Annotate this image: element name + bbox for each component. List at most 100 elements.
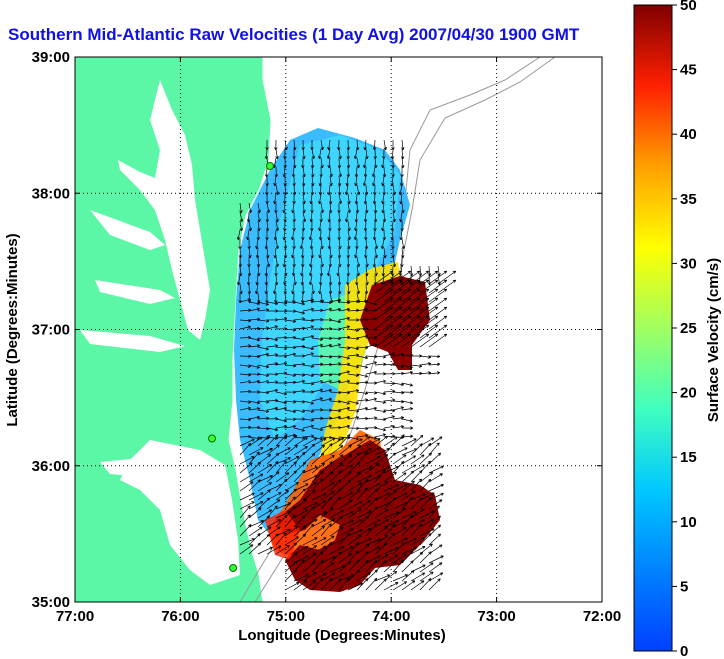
- velocity-arrow: [329, 362, 342, 366]
- velocity-arrow: [320, 256, 324, 268]
- velocity-arrow: [356, 364, 368, 369]
- velocity-arrow: [365, 148, 369, 160]
- velocity-arrow: [365, 559, 378, 573]
- velocity-arrow: [275, 457, 291, 465]
- velocity-arrow: [419, 288, 439, 303]
- velocity-arrow: [300, 265, 304, 277]
- velocity-arrow: [246, 229, 250, 241]
- velocity-arrow: [374, 578, 387, 591]
- velocity-arrow: [419, 355, 432, 359]
- velocity-arrow: [392, 333, 412, 348]
- velocity-arrow: [308, 274, 313, 286]
- velocity-arrow: [257, 346, 269, 351]
- velocity-arrow: [329, 551, 342, 564]
- velocity-arrow: [401, 560, 414, 573]
- velocity-arrow: [273, 175, 277, 187]
- velocity-arrow: [383, 270, 403, 285]
- velocity-arrow: [374, 238, 379, 250]
- velocity-arrow: [392, 542, 405, 555]
- velocity-arrow: [302, 553, 317, 564]
- velocity-arrow: [248, 400, 261, 405]
- velocity-arrow: [365, 202, 369, 214]
- velocity-arrow: [365, 265, 369, 277]
- velocity-arrow: [428, 555, 444, 564]
- velocity-arrow: [401, 288, 421, 303]
- velocity-arrow: [311, 343, 324, 348]
- velocity-arrow: [309, 211, 313, 223]
- map-grid: [75, 57, 602, 602]
- velocity-arrow: [410, 508, 425, 519]
- velocity-arrow: [365, 482, 381, 492]
- velocity-arrow: [266, 471, 280, 483]
- velocity-arrow: [302, 474, 318, 483]
- velocity-arrow: [347, 582, 363, 591]
- velocity-arrow: [401, 426, 414, 430]
- velocity-arrow: [356, 299, 369, 303]
- velocity-arrow: [365, 416, 378, 420]
- velocity-arrow: [257, 434, 271, 447]
- velocity-arrow: [257, 526, 272, 537]
- velocity-arrow: [248, 436, 263, 447]
- velocity-arrow: [419, 362, 432, 366]
- velocity-arrow: [401, 537, 417, 546]
- velocity-arrow: [338, 444, 352, 456]
- velocity-arrow: [374, 526, 389, 537]
- velocity-arrow: [302, 571, 317, 582]
- velocity-arrow: [410, 333, 430, 348]
- velocity-arrow: [266, 344, 279, 348]
- velocity-arrow: [257, 489, 271, 501]
- velocity-arrow: [293, 317, 306, 321]
- velocity-arrow: [401, 438, 417, 447]
- velocity-arrow: [383, 306, 403, 321]
- velocity-arrow: [365, 546, 381, 555]
- velocity-arrow: [381, 274, 385, 286]
- velocity-arrow: [311, 397, 323, 402]
- velocity-arrow: [401, 496, 413, 510]
- velocity-arrow: [353, 148, 358, 160]
- velocity-arrow: [347, 489, 361, 501]
- velocity-arrow: [347, 518, 363, 528]
- colorbar-ticks: 0 5 10 15 20 25 30 35 40 45 50: [672, 0, 697, 659]
- velocity-arrow: [374, 247, 378, 259]
- velocity-arrow: [356, 474, 372, 483]
- velocity-arrow: [410, 497, 423, 510]
- velocity-arrow: [239, 492, 255, 501]
- velocity-arrow: [284, 526, 299, 537]
- velocity-arrow: [293, 301, 306, 306]
- velocity-arrow: [428, 483, 444, 492]
- velocity-arrow: [383, 436, 398, 447]
- velocity-arrow: [410, 493, 426, 501]
- velocity-arrow: [347, 438, 363, 447]
- colorbar-tick-label: 10: [680, 514, 697, 531]
- velocity-arrow: [381, 193, 385, 205]
- velocity-arrow: [248, 202, 253, 214]
- velocity-arrow: [239, 364, 252, 368]
- velocity-arrow: [275, 545, 290, 555]
- velocity-arrow: [383, 519, 399, 528]
- velocity-arrow: [264, 274, 269, 286]
- velocity-arrow: [266, 461, 279, 474]
- velocity-arrow: [320, 202, 324, 214]
- velocity-arrow: [273, 229, 278, 241]
- velocity-arrow: [257, 400, 270, 404]
- velocity-arrow: [374, 315, 394, 330]
- velocity-arrow: [374, 542, 388, 555]
- velocity-arrow: [347, 482, 363, 492]
- velocity-arrow: [284, 424, 297, 429]
- velocity-arrow: [302, 166, 306, 178]
- velocity-arrow: [248, 447, 264, 456]
- velocity-arrow: [392, 288, 412, 303]
- velocity-arrow: [338, 256, 342, 268]
- velocity-arrow: [338, 528, 354, 537]
- velocity-arrow: [383, 524, 396, 537]
- velocity-arrow: [302, 409, 315, 413]
- velocity-arrow: [410, 580, 425, 591]
- velocity-arrow: [329, 437, 345, 447]
- velocity-arrow: [428, 297, 448, 312]
- velocity-arrow: [419, 442, 432, 456]
- velocity-arrow: [392, 526, 407, 537]
- velocity-arrow: [356, 487, 368, 501]
- velocity-arrow: [302, 400, 314, 405]
- velocity-arrow: [320, 496, 333, 510]
- velocity-arrow: [275, 256, 279, 268]
